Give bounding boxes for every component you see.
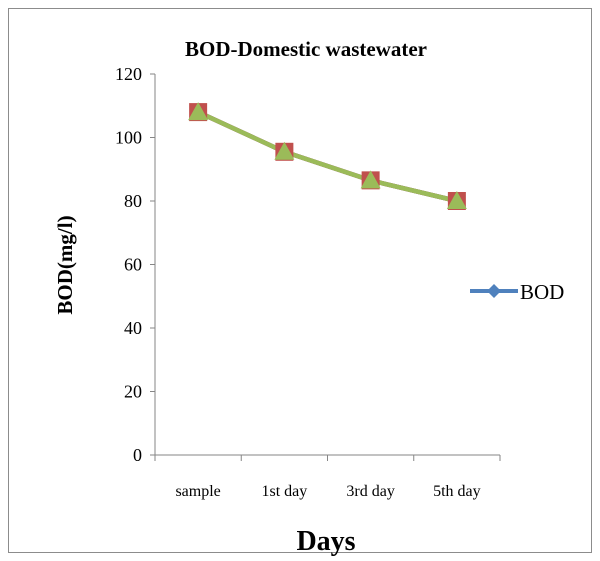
legend-diamond-marker bbox=[487, 284, 501, 298]
data-point-triangle bbox=[188, 102, 209, 121]
series-line-2 bbox=[195, 109, 460, 204]
legend: BOD bbox=[470, 280, 564, 304]
x-tick-label: 3rd day bbox=[346, 483, 394, 500]
y-tick-label: 120 bbox=[115, 64, 142, 84]
x-tick-label: 5th day bbox=[433, 483, 481, 500]
series-line-1 bbox=[195, 109, 460, 204]
x-axis-title: Days bbox=[296, 526, 355, 557]
y-tick-label: 40 bbox=[124, 318, 142, 338]
x-tick-label: sample bbox=[175, 483, 220, 500]
y-tick-label: 20 bbox=[124, 382, 142, 402]
data-point-triangle bbox=[274, 141, 295, 160]
y-tick-label: 80 bbox=[124, 191, 142, 211]
y-axis-title: BOD(mg/l) bbox=[53, 215, 77, 314]
y-tick-label: 100 bbox=[115, 128, 142, 148]
y-tick-label: 60 bbox=[124, 255, 142, 275]
y-tick-label: 0 bbox=[133, 445, 142, 465]
legend-label-bod: BOD bbox=[520, 280, 564, 304]
chart-title: BOD-Domestic wastewater bbox=[185, 37, 427, 61]
data-point-triangle bbox=[446, 191, 467, 209]
x-tick-label: 1st day bbox=[261, 483, 307, 500]
series-line-3 bbox=[195, 109, 460, 204]
chart-frame bbox=[8, 8, 592, 553]
data-point-triangle bbox=[360, 170, 381, 189]
